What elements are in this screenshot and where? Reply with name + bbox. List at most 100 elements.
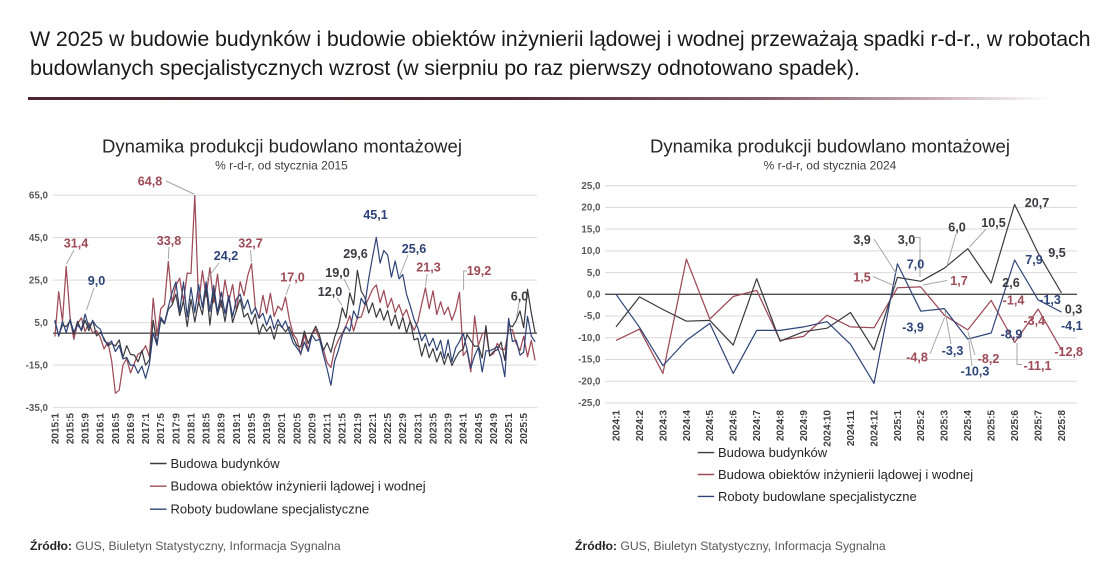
svg-text:-10,3: -10,3 — [961, 365, 990, 379]
svg-text:2015:5: 2015:5 — [65, 413, 76, 445]
svg-text:25,0: 25,0 — [29, 275, 49, 286]
svg-text:2023:1: 2023:1 — [413, 413, 424, 445]
svg-text:-3,4: -3,4 — [1023, 314, 1045, 328]
svg-text:2020:9: 2020:9 — [307, 413, 318, 445]
svg-text:-1,4: -1,4 — [1003, 294, 1025, 308]
svg-text:1,5: 1,5 — [853, 271, 871, 285]
svg-text:Roboty budowlane specjalistycz: Roboty budowlane specjalistyczne — [171, 502, 370, 517]
svg-text:1,7: 1,7 — [950, 274, 968, 288]
svg-text:-3,3: -3,3 — [942, 344, 964, 358]
svg-text:2025:6: 2025:6 — [1010, 410, 1021, 442]
svg-text:-25,0: -25,0 — [578, 398, 601, 409]
svg-text:Budowa budynków: Budowa budynków — [718, 445, 828, 460]
svg-text:-5,0: -5,0 — [584, 311, 601, 322]
svg-text:2021:5: 2021:5 — [338, 413, 349, 445]
svg-text:2024:5: 2024:5 — [705, 410, 716, 442]
svg-text:21,3: 21,3 — [416, 261, 441, 275]
svg-text:19,0: 19,0 — [325, 266, 350, 280]
svg-text:% r-d-r, od stycznia 2015: % r-d-r, od stycznia 2015 — [215, 159, 348, 173]
svg-text:2016:9: 2016:9 — [126, 413, 137, 445]
svg-text:7,9: 7,9 — [1025, 253, 1043, 267]
svg-text:2024:10: 2024:10 — [822, 410, 833, 447]
svg-text:Budowa budynków: Budowa budynków — [171, 456, 281, 471]
svg-text:2024:3: 2024:3 — [658, 410, 669, 442]
svg-text:65,0: 65,0 — [29, 190, 49, 201]
svg-text:5,0: 5,0 — [587, 268, 601, 279]
svg-text:-11,1: -11,1 — [1023, 359, 1051, 373]
svg-text:6,0: 6,0 — [511, 290, 529, 304]
svg-text:2025:3: 2025:3 — [940, 410, 951, 442]
svg-text:-4,1: -4,1 — [1061, 319, 1083, 333]
svg-text:17,0: 17,0 — [280, 271, 305, 285]
svg-text:3,0: 3,0 — [898, 233, 916, 247]
svg-text:45,1: 45,1 — [363, 208, 388, 222]
svg-text:2019:5: 2019:5 — [247, 413, 258, 445]
svg-text:9,0: 9,0 — [88, 274, 106, 288]
svg-text:2018:5: 2018:5 — [202, 413, 213, 445]
svg-text:2024:9: 2024:9 — [799, 410, 810, 442]
svg-text:-3,9: -3,9 — [902, 321, 924, 335]
svg-text:64,8: 64,8 — [138, 175, 163, 189]
svg-text:29,6: 29,6 — [343, 247, 368, 261]
svg-text:2025:4: 2025:4 — [963, 410, 974, 442]
svg-text:9,5: 9,5 — [1048, 246, 1066, 260]
svg-text:Budowa obiektów inżynierii ląd: Budowa obiektów inżynierii lądowej i wod… — [718, 467, 973, 482]
svg-text:Budowa obiektów inżynierii ląd: Budowa obiektów inżynierii lądowej i wod… — [171, 479, 426, 494]
svg-text:-12,8: -12,8 — [1054, 345, 1083, 359]
svg-text:2016:5: 2016:5 — [111, 413, 122, 445]
svg-text:2024:4: 2024:4 — [682, 410, 693, 442]
svg-text:2022:1: 2022:1 — [368, 413, 379, 445]
svg-text:2015:1: 2015:1 — [50, 413, 61, 445]
svg-text:5,0: 5,0 — [34, 318, 48, 329]
svg-text:2018:9: 2018:9 — [217, 413, 228, 445]
svg-text:7,0: 7,0 — [907, 258, 925, 272]
svg-text:15,0: 15,0 — [581, 224, 601, 235]
svg-text:-8,2: -8,2 — [978, 352, 1000, 366]
svg-text:-10,0: -10,0 — [578, 333, 601, 344]
svg-text:2024:9: 2024:9 — [489, 413, 500, 445]
svg-text:2023:9: 2023:9 — [444, 413, 455, 445]
svg-text:2024:6: 2024:6 — [729, 410, 740, 442]
svg-text:2024:1: 2024:1 — [459, 413, 470, 445]
svg-text:2025:1: 2025:1 — [504, 413, 515, 445]
svg-text:2020:5: 2020:5 — [292, 413, 303, 445]
svg-text:2016:1: 2016:1 — [96, 413, 107, 445]
svg-text:2020:1: 2020:1 — [277, 413, 288, 445]
svg-text:2024:7: 2024:7 — [752, 410, 763, 442]
svg-text:20,7: 20,7 — [1025, 196, 1050, 210]
svg-text:2024:1: 2024:1 — [611, 410, 622, 442]
svg-text:2021:9: 2021:9 — [353, 413, 364, 445]
svg-text:Roboty budowlane specjalistycz: Roboty budowlane specjalistyczne — [718, 489, 917, 504]
svg-text:-20,0: -20,0 — [578, 376, 601, 387]
svg-text:Źródło: GUS, Biuletyn Statysty: Źródło: GUS, Biuletyn Statystyczny, Info… — [575, 538, 886, 553]
svg-text:2023:5: 2023:5 — [428, 413, 439, 445]
svg-text:6,0: 6,0 — [948, 221, 966, 235]
svg-text:2025:5: 2025:5 — [519, 413, 530, 445]
svg-text:2017:5: 2017:5 — [156, 413, 167, 445]
svg-text:2025:7: 2025:7 — [1034, 410, 1045, 442]
svg-text:25,0: 25,0 — [581, 181, 601, 192]
svg-text:2024:8: 2024:8 — [776, 410, 787, 442]
svg-text:2015:9: 2015:9 — [80, 413, 91, 445]
svg-text:-4,8: -4,8 — [906, 351, 928, 365]
svg-text:0,0: 0,0 — [587, 290, 601, 301]
svg-text:-15,0: -15,0 — [26, 360, 49, 371]
svg-text:2017:1: 2017:1 — [141, 413, 152, 445]
svg-text:3,9: 3,9 — [853, 233, 871, 247]
svg-text:24,2: 24,2 — [214, 249, 239, 263]
svg-text:2025:2: 2025:2 — [916, 410, 927, 442]
svg-text:2019:9: 2019:9 — [262, 413, 273, 445]
svg-text:-15,0: -15,0 — [578, 355, 601, 366]
svg-text:2018:1: 2018:1 — [186, 413, 197, 445]
svg-text:Źródło: GUS, Biuletyn Statysty: Źródło: GUS, Biuletyn Statystyczny, Info… — [30, 538, 341, 553]
svg-text:45,0: 45,0 — [29, 233, 49, 244]
svg-text:32,7: 32,7 — [238, 237, 263, 251]
svg-text:2025:1: 2025:1 — [893, 410, 904, 442]
svg-text:% r-d-r, od stycznia 2024: % r-d-r, od stycznia 2024 — [764, 159, 897, 173]
svg-text:10,0: 10,0 — [581, 246, 601, 257]
svg-text:2021:1: 2021:1 — [323, 413, 334, 445]
svg-text:31,4: 31,4 — [64, 237, 89, 251]
svg-text:19,2: 19,2 — [467, 264, 492, 278]
svg-text:-35,0: -35,0 — [26, 403, 49, 414]
svg-text:2024:11: 2024:11 — [846, 410, 857, 447]
